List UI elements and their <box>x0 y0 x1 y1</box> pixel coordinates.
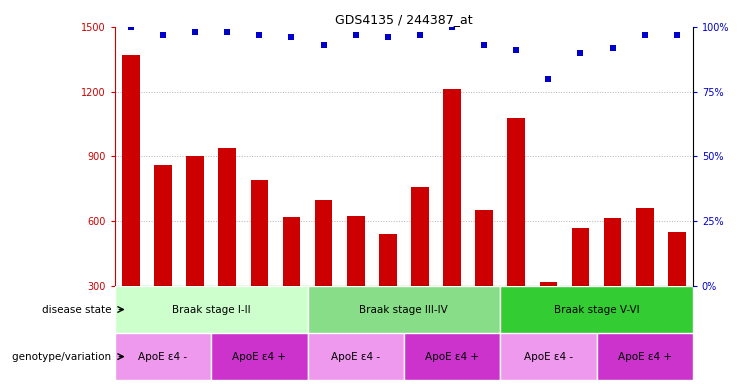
Point <box>189 29 201 35</box>
Title: GDS4135 / 244387_at: GDS4135 / 244387_at <box>335 13 473 26</box>
Text: ApoE ε4 +: ApoE ε4 + <box>618 352 671 362</box>
Point <box>478 42 490 48</box>
Bar <box>604 218 622 286</box>
Bar <box>122 55 140 286</box>
Text: Braak stage III-IV: Braak stage III-IV <box>359 305 448 314</box>
Text: Braak stage V-VI: Braak stage V-VI <box>554 305 639 314</box>
Point <box>125 24 137 30</box>
Point <box>350 31 362 38</box>
Point <box>222 29 233 35</box>
Bar <box>571 228 589 286</box>
Text: ApoE ε4 -: ApoE ε4 - <box>331 352 380 362</box>
Point <box>446 24 458 30</box>
Bar <box>668 232 685 286</box>
Bar <box>115 333 211 380</box>
Bar <box>404 333 500 380</box>
Bar <box>219 148 236 286</box>
Bar <box>315 200 333 286</box>
Bar <box>475 210 493 286</box>
Point <box>285 34 297 40</box>
Bar <box>500 333 597 380</box>
Bar <box>379 234 396 286</box>
Text: ApoE ε4 +: ApoE ε4 + <box>233 352 286 362</box>
Point <box>318 42 330 48</box>
Point <box>639 31 651 38</box>
Text: ApoE ε4 -: ApoE ε4 - <box>524 352 573 362</box>
Point <box>253 31 265 38</box>
Bar <box>539 281 557 286</box>
Bar <box>500 286 693 333</box>
Bar <box>347 216 365 286</box>
Bar <box>186 156 204 286</box>
Bar <box>115 286 308 333</box>
Bar <box>443 89 461 286</box>
Bar <box>282 217 300 286</box>
Bar <box>597 333 693 380</box>
Bar <box>308 286 500 333</box>
Bar <box>508 118 525 286</box>
Bar <box>411 187 429 286</box>
Bar <box>308 333 404 380</box>
Point <box>607 45 619 51</box>
Text: genotype/variation: genotype/variation <box>13 352 115 362</box>
Point <box>574 50 586 56</box>
Text: Braak stage I-II: Braak stage I-II <box>172 305 250 314</box>
Bar <box>211 333 308 380</box>
Bar <box>636 208 654 286</box>
Point <box>542 76 554 82</box>
Point <box>511 47 522 53</box>
Text: ApoE ε4 +: ApoE ε4 + <box>425 352 479 362</box>
Text: ApoE ε4 -: ApoE ε4 - <box>139 352 187 362</box>
Point <box>157 31 169 38</box>
Bar <box>250 180 268 286</box>
Text: disease state: disease state <box>42 305 115 314</box>
Bar <box>154 165 172 286</box>
Point <box>414 31 426 38</box>
Point <box>671 31 682 38</box>
Point <box>382 34 393 40</box>
